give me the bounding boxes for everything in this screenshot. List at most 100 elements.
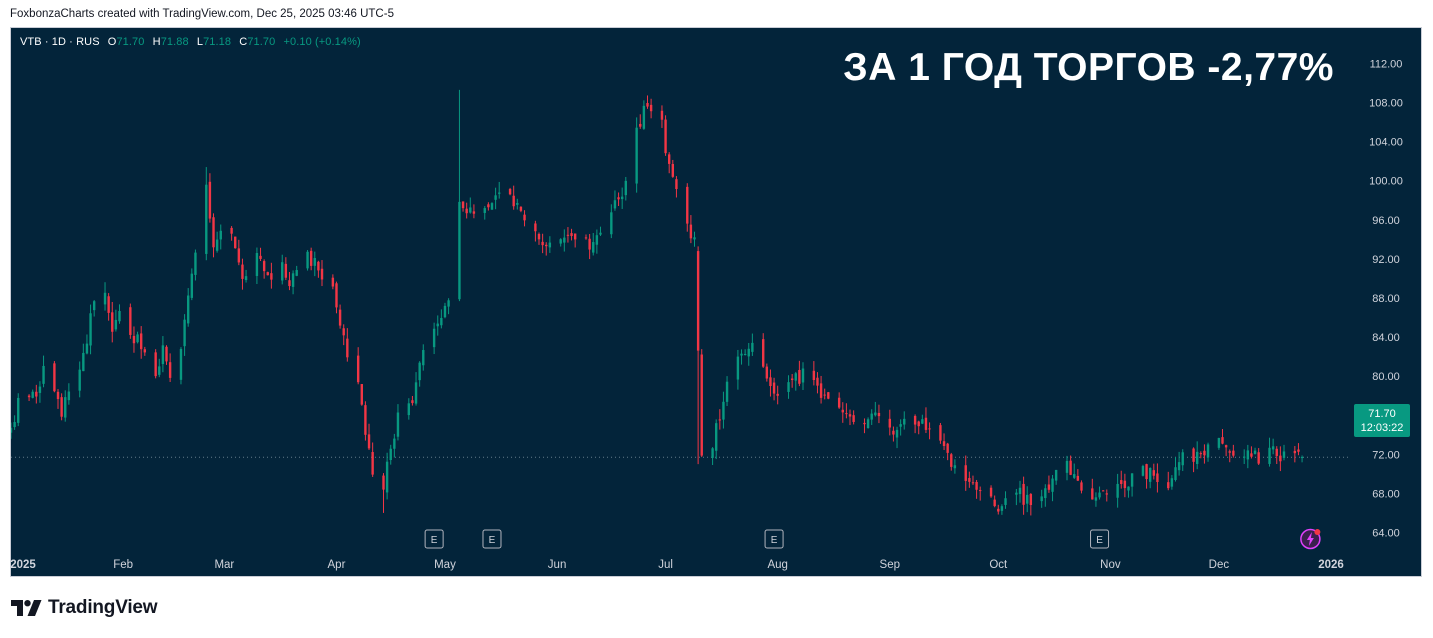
candle xyxy=(1282,444,1286,461)
candle-body xyxy=(53,363,56,392)
earnings-marker[interactable]: E xyxy=(1090,529,1110,549)
candle-body xyxy=(194,252,197,275)
candle xyxy=(208,173,212,223)
candle xyxy=(129,303,132,339)
time-tick-label: May xyxy=(434,559,456,571)
candle xyxy=(411,395,414,406)
price-tick-label: 112.00 xyxy=(1370,58,1403,70)
candle-body xyxy=(320,268,324,280)
candle xyxy=(418,361,421,387)
candle-body xyxy=(675,179,678,190)
candle-body xyxy=(823,394,826,396)
candle xyxy=(234,236,237,249)
candle-body xyxy=(617,197,620,200)
candle-body xyxy=(295,270,298,276)
candle-body xyxy=(335,283,338,308)
candle-body xyxy=(1094,497,1098,501)
candle-body xyxy=(964,465,967,481)
candle-body xyxy=(78,369,81,391)
candle xyxy=(599,226,602,236)
candle-body xyxy=(1195,451,1199,464)
candle xyxy=(1047,475,1051,493)
candle-body xyxy=(1054,469,1058,481)
candle xyxy=(1123,473,1127,498)
candle xyxy=(548,236,552,253)
candle xyxy=(1217,437,1221,450)
close-value: 71.70 xyxy=(247,36,276,48)
candle xyxy=(1022,476,1025,515)
candle-body xyxy=(281,262,284,281)
candle xyxy=(1004,491,1007,509)
candle-body xyxy=(639,123,642,127)
candle-body xyxy=(845,413,848,415)
candle-body xyxy=(545,244,548,247)
candle xyxy=(212,213,215,258)
time-tick-label: Jul xyxy=(658,559,673,571)
price-tick-label: 92.00 xyxy=(1372,254,1400,266)
candle-body xyxy=(715,423,718,451)
tradingview-logo[interactable]: TradingView xyxy=(11,597,158,619)
candle-body xyxy=(592,242,595,253)
open-label: O xyxy=(107,36,117,48)
candle-body xyxy=(432,328,436,348)
candle-body xyxy=(1250,453,1253,457)
earnings-marker[interactable]: E xyxy=(764,529,784,549)
candle-body xyxy=(1257,452,1260,464)
candle-body xyxy=(1177,462,1181,471)
candle xyxy=(1246,444,1250,469)
earnings-marker[interactable]: E xyxy=(482,529,502,549)
symbol-legend[interactable]: VTB · 1D · RUS O71.70 H71.88 L71.18 C71.… xyxy=(20,36,361,48)
candle xyxy=(1015,488,1018,506)
candle xyxy=(1232,444,1235,458)
candle-body xyxy=(317,261,320,271)
candle xyxy=(693,231,696,247)
candle xyxy=(31,389,34,399)
candle-body xyxy=(371,452,374,475)
candle xyxy=(950,452,953,471)
candle xyxy=(67,383,71,405)
candle xyxy=(288,271,291,291)
candle xyxy=(11,422,13,439)
candle-body xyxy=(1098,492,1101,498)
candle xyxy=(1094,492,1098,507)
chart-panel[interactable]: 64.0068.0072.0076.0080.0084.0088.0092.00… xyxy=(10,27,1422,577)
candle-body xyxy=(559,239,562,244)
candle xyxy=(284,257,288,280)
candle-body xyxy=(516,203,519,205)
candle-body xyxy=(465,208,468,214)
candle xyxy=(512,185,515,210)
candle-body xyxy=(971,482,975,484)
open-value: 71.70 xyxy=(116,36,145,48)
candle xyxy=(465,202,468,219)
candle-body xyxy=(1029,494,1033,506)
candle-body xyxy=(1051,478,1054,492)
candle xyxy=(852,410,855,425)
time-tick-label: Dec xyxy=(1209,559,1230,571)
candle-body xyxy=(642,105,646,129)
candle xyxy=(241,258,244,290)
candle-body xyxy=(816,377,819,386)
candle-body xyxy=(1282,451,1286,458)
candle-body xyxy=(1167,482,1170,489)
candle-body xyxy=(852,415,855,422)
candlestick-chart[interactable]: 64.0068.0072.0076.0080.0084.0088.0092.00… xyxy=(11,28,1421,576)
candle xyxy=(903,411,906,430)
candle xyxy=(436,315,439,336)
candle-body xyxy=(230,227,233,234)
candle-body xyxy=(313,258,316,266)
candle-body xyxy=(1156,473,1159,483)
candle-body xyxy=(411,400,414,404)
candle-body xyxy=(1026,494,1029,504)
candle-body xyxy=(17,397,20,423)
candle-body xyxy=(158,366,161,375)
candle-body xyxy=(461,201,465,209)
candle-body xyxy=(215,239,219,251)
candle xyxy=(689,215,693,244)
candle xyxy=(1130,473,1134,497)
symbol-label[interactable]: VTB · 1D · RUS xyxy=(20,36,100,48)
candle xyxy=(573,233,577,248)
earnings-marker[interactable]: E xyxy=(424,529,444,549)
low-value: 71.18 xyxy=(203,36,232,48)
lightning-marker-icon[interactable] xyxy=(1300,528,1321,550)
